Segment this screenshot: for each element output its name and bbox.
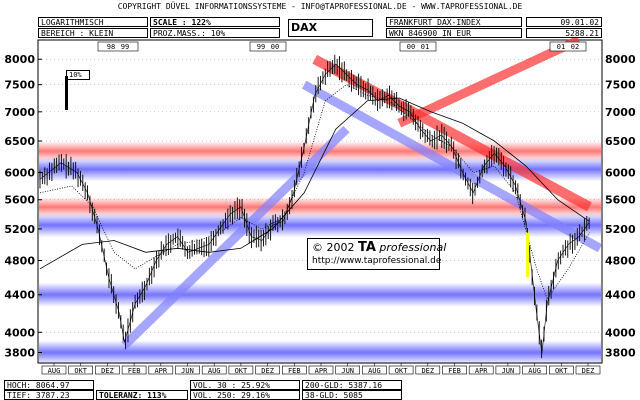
symbol-label: DAX bbox=[288, 19, 373, 37]
x-tick-label-20: DEZ bbox=[582, 367, 595, 375]
y-tick-left-7500: 7500 bbox=[4, 79, 35, 92]
sma-slow-line bbox=[39, 97, 590, 270]
high-label: HOCH: 8064.97 bbox=[4, 380, 94, 390]
x-tick-label-15: FEB bbox=[448, 367, 461, 375]
vol250-label: VOL. 250: 29.16% bbox=[190, 390, 300, 400]
percent-measure-label: PROZ.MASS.: 10% bbox=[150, 28, 280, 38]
x-tick-label-1: OKT bbox=[74, 367, 87, 375]
y-tick-left-8000: 8000 bbox=[4, 53, 35, 66]
wkn-label: WKN 846900 IN EUR bbox=[386, 28, 522, 38]
yellow-mark bbox=[526, 232, 530, 278]
x-tick-label-16: APR bbox=[475, 367, 488, 375]
blue-support-band-1 bbox=[39, 213, 601, 238]
scale-label: SCALE : 122% bbox=[150, 17, 280, 27]
sma-fast-line bbox=[39, 84, 590, 301]
chart-kind-label: LOGARITHMISCH bbox=[38, 17, 148, 27]
y-tick-left-4400: 4400 bbox=[4, 289, 35, 302]
x-tick-label-8: DEZ bbox=[261, 367, 274, 375]
exchange-label: FRANKFURT DAX-INDEX bbox=[386, 17, 522, 27]
year-label-box-0 bbox=[97, 41, 139, 52]
y-tick-left-6000: 6000 bbox=[4, 167, 35, 180]
copyright-line: COPYRIGHT DÜVEL INFORMATIONSSYSTEME - IN… bbox=[117, 2, 523, 11]
x-tick-label-13: OKT bbox=[395, 367, 408, 375]
low-label: TIEF: 3787.23 bbox=[4, 390, 94, 400]
year-label-98: 98 bbox=[107, 43, 115, 51]
x-tick-label-12: AUG bbox=[368, 367, 381, 375]
red-support-band-1 bbox=[39, 197, 601, 218]
x-tick-label-18: AUG bbox=[528, 367, 541, 375]
sma38-label: 38-GLD: 5085 bbox=[302, 390, 402, 400]
x-tick-label-19: OKT bbox=[555, 367, 568, 375]
y-tick-left-5600: 5600 bbox=[4, 194, 35, 207]
year-label-00: 00 bbox=[271, 43, 279, 51]
scale-marker: 10% bbox=[66, 70, 90, 80]
x-tick-label-14: DEZ bbox=[421, 367, 434, 375]
blue-support-band-2 bbox=[39, 282, 601, 307]
x-tick-label-7: OKT bbox=[235, 367, 248, 375]
x-tick-label-6: AUG bbox=[208, 367, 221, 375]
x-tick-label-2: DEZ bbox=[101, 367, 114, 375]
watermark-brand: TA bbox=[358, 240, 376, 255]
y-tick-right-7000: 7000 bbox=[605, 106, 636, 119]
y-tick-left-3800: 3800 bbox=[4, 346, 35, 359]
last-price-label: 5288.21 bbox=[526, 28, 602, 38]
year-label-box-3 bbox=[549, 41, 587, 52]
year-boundary-1: 99 00 bbox=[249, 41, 287, 52]
x-tick-label-5: JUN bbox=[181, 367, 194, 375]
y-tick-left-5200: 5200 bbox=[4, 223, 35, 236]
blue-trend-line-2 bbox=[301, 80, 603, 253]
year-boundary-3: 01 02 bbox=[549, 41, 587, 52]
y-tick-right-4400: 4400 bbox=[605, 289, 636, 302]
year-label-01: 01 bbox=[557, 43, 565, 51]
y-tick-left-7000: 7000 bbox=[4, 106, 35, 119]
year-label-01: 01 bbox=[421, 43, 429, 51]
y-tick-left-6500: 6500 bbox=[4, 135, 35, 148]
year-boundary-0: 98 99 bbox=[97, 41, 139, 52]
year-label-box-1 bbox=[249, 41, 287, 52]
watermark-box: © 2002 TA professional http://www.taprof… bbox=[307, 238, 446, 270]
y-tick-right-7500: 7500 bbox=[605, 79, 636, 92]
year-label-00: 00 bbox=[407, 43, 415, 51]
watermark-copyright: © 2002 bbox=[312, 241, 358, 254]
y-tick-left-4000: 4000 bbox=[4, 326, 35, 339]
y-tick-right-8000: 8000 bbox=[605, 53, 636, 66]
x-tick-label-0: AUG bbox=[48, 367, 61, 375]
y-tick-left-4800: 4800 bbox=[4, 254, 35, 267]
red-trend-line-2 bbox=[397, 35, 581, 128]
date-label: 09.01.02 bbox=[526, 17, 602, 27]
year-label-box-2 bbox=[399, 41, 437, 52]
y-tick-right-6000: 6000 bbox=[605, 167, 636, 180]
x-tick-label-10: APR bbox=[315, 367, 328, 375]
tolerance-label: TOLERANZ: 113% bbox=[96, 390, 188, 400]
y-tick-right-5600: 5600 bbox=[605, 194, 636, 207]
watermark-suffix: professional bbox=[375, 241, 447, 254]
watermark-url: http://www.taprofessional.de bbox=[312, 256, 442, 266]
x-tick-label-17: JUN bbox=[502, 367, 515, 375]
y-tick-right-5200: 5200 bbox=[605, 223, 636, 236]
scale-marker-bar bbox=[65, 76, 68, 110]
year-label-99: 99 bbox=[121, 43, 129, 51]
y-tick-right-4000: 4000 bbox=[605, 326, 636, 339]
x-tick-label-4: APR bbox=[154, 367, 167, 375]
vol30-label: VOL. 30 : 25.92% bbox=[190, 380, 300, 390]
sma200-label: 200-GLD: 5387.16 bbox=[302, 380, 402, 390]
y-tick-right-3800: 3800 bbox=[605, 346, 636, 359]
y-tick-right-6500: 6500 bbox=[605, 135, 636, 148]
x-tick-label-11: JUN bbox=[341, 367, 354, 375]
year-label-02: 02 bbox=[571, 43, 579, 51]
y-tick-right-4800: 4800 bbox=[605, 254, 636, 267]
x-tick-label-9: FEB bbox=[288, 367, 301, 375]
year-boundary-2: 00 01 bbox=[399, 41, 437, 52]
year-label-99: 99 bbox=[257, 43, 265, 51]
blue-support-band-3 bbox=[39, 340, 601, 365]
blue-trend-line-1 bbox=[121, 125, 350, 349]
close-line bbox=[39, 63, 590, 354]
x-tick-label-3: FEB bbox=[128, 367, 141, 375]
range-label: BEREICH : KLEIN bbox=[38, 28, 148, 38]
